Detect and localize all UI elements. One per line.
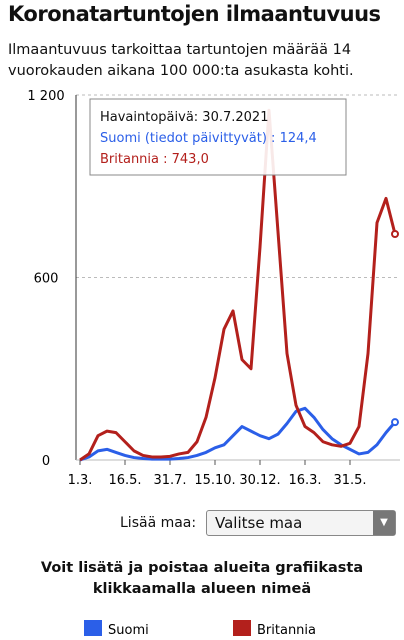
x-tick-label: 16.5. xyxy=(108,473,141,488)
x-tick-label: 1.3. xyxy=(68,473,93,488)
x-tick-label: 31.7. xyxy=(153,473,186,488)
tooltip-box xyxy=(89,98,347,176)
legend-swatch[interactable] xyxy=(233,620,251,636)
tooltip-text: Havaintopäivä: 30.7.2021 xyxy=(100,110,268,125)
series-line xyxy=(79,406,397,462)
legend-swatch[interactable] xyxy=(84,620,102,636)
end-point xyxy=(391,230,399,239)
y-tick-label: 0 xyxy=(42,454,50,469)
x-tick-label: 30.12. xyxy=(239,473,280,488)
country-select[interactable]: Valitse maa ▼ xyxy=(206,510,396,536)
series-line xyxy=(79,108,397,462)
tooltip-text: Suomi (tiedot päivittyvät) : 124,4 xyxy=(100,131,317,146)
x-tick-label: 15.10. xyxy=(194,473,235,488)
select-arrow[interactable]: ▼ xyxy=(373,511,395,535)
title: Koronatartuntojen ilmaantuvuus xyxy=(8,2,381,26)
hint: Voit lisätä ja poistaa alueita grafiikas… xyxy=(40,560,364,597)
legend-label[interactable]: Britannia xyxy=(257,623,316,638)
x-tick-label: 16.3. xyxy=(288,473,321,488)
tooltip-text: Britannia : 743,0 xyxy=(100,152,209,167)
y-tick-label: 600 xyxy=(34,272,59,287)
subtitle: Ilmaantuvuus tarkoittaa tartuntojen määr… xyxy=(8,42,354,79)
select-text: Valitse maa xyxy=(215,514,303,532)
legend-label[interactable]: Suomi xyxy=(108,623,149,638)
y-tick-label: 1 200 xyxy=(27,89,64,104)
x-tick-label: 31.5. xyxy=(333,473,366,488)
end-point xyxy=(391,418,399,427)
add-label: Lisää maa: xyxy=(120,515,197,531)
